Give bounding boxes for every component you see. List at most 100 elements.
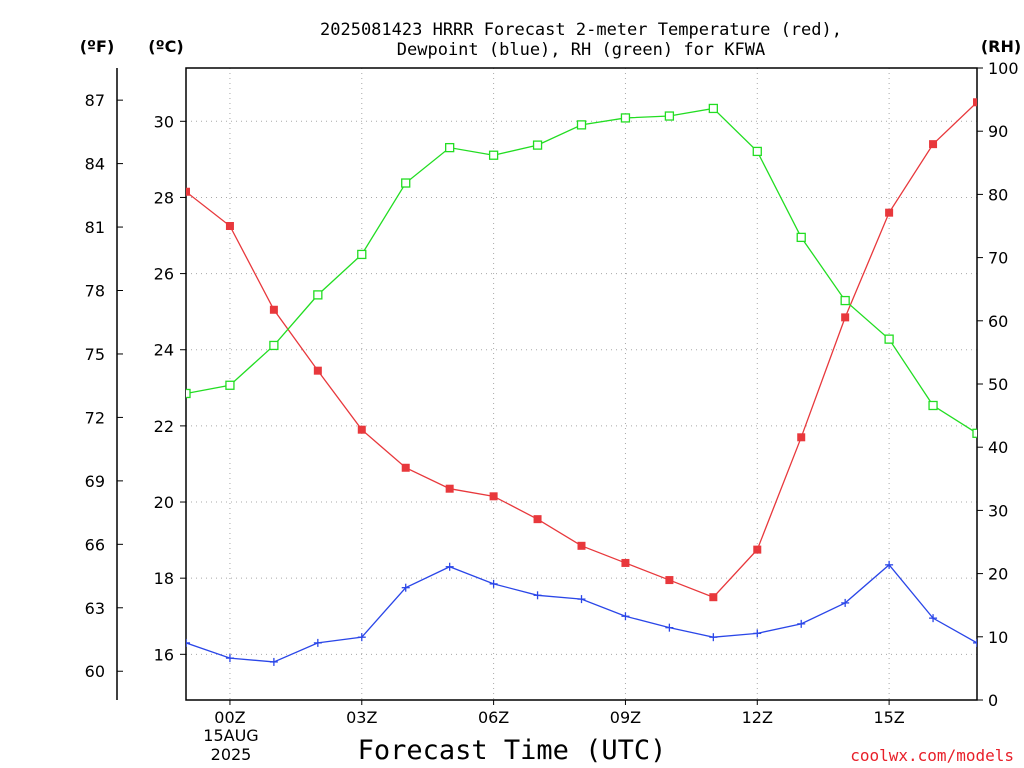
- temperature-point: [709, 593, 718, 602]
- dewpoint-point: [885, 560, 894, 569]
- dewpoint-point: [973, 638, 977, 647]
- series-layer: [186, 98, 977, 666]
- rh-tick-label: 60: [988, 312, 1008, 331]
- x-tick-label: 06Z: [478, 708, 509, 727]
- fahrenheit-tick-label: 66: [85, 535, 105, 554]
- dewpoint-point: [841, 598, 850, 607]
- celsius-tick-label: 26: [154, 265, 174, 284]
- x-tick-label: 09Z: [610, 708, 641, 727]
- rh-point: [576, 120, 587, 130]
- rh-point: [186, 388, 191, 399]
- rh-point: [620, 113, 631, 123]
- rh-unit-label: (RH): [981, 37, 1021, 56]
- temperature-point: [621, 558, 630, 567]
- fahrenheit-tick-label: 78: [85, 282, 105, 301]
- temperature-point: [313, 366, 322, 375]
- rh-tick-label: 30: [988, 501, 1008, 520]
- temperature-point: [885, 208, 894, 217]
- dewpoint-point: [186, 638, 190, 647]
- temperature-point: [973, 98, 977, 107]
- rh-tick-label: 10: [988, 628, 1008, 647]
- rh-point: [225, 380, 235, 390]
- rh-line: [186, 107, 977, 434]
- temperature-point: [797, 433, 806, 442]
- x-tick-label: 03Z: [346, 708, 377, 727]
- temperature-point: [401, 463, 410, 472]
- fahrenheit-tick-label: 81: [85, 218, 105, 237]
- dewpoint-point: [313, 638, 322, 647]
- dewpoint-point: [621, 612, 630, 621]
- temperature-point: [357, 425, 366, 434]
- rh-tick-label: 80: [988, 185, 1008, 204]
- dewpoint-point: [445, 562, 454, 571]
- celsius-tick-label: 28: [154, 188, 174, 207]
- temperature-point: [225, 222, 234, 230]
- fahrenheit-tick-label: 87: [85, 91, 105, 110]
- temperature-point: [269, 305, 278, 314]
- rh-point: [401, 178, 411, 188]
- dewpoint-point: [797, 619, 806, 628]
- dewpoint-point: [401, 583, 410, 592]
- temperature-point: [186, 187, 190, 196]
- rh-point: [884, 334, 894, 344]
- dewpoint-point: [753, 629, 762, 638]
- dewpoint-point: [357, 633, 366, 642]
- plot-frame: [185, 67, 978, 701]
- rh-point: [840, 295, 850, 306]
- rh-point: [752, 146, 762, 157]
- rh-tick-label: 50: [988, 375, 1008, 394]
- rh-tick-label: 70: [988, 249, 1008, 268]
- dewpoint-point: [929, 614, 938, 623]
- fahrenheit-tick-label: 63: [85, 599, 105, 618]
- rh-tick-label: 90: [988, 122, 1008, 141]
- temperature-point: [445, 484, 454, 493]
- fahrenheit-tick-label: 60: [85, 662, 105, 681]
- credit-text: coolwx.com/models: [850, 746, 1014, 765]
- grid-lines: [186, 68, 977, 700]
- dewpoint-line: [186, 563, 977, 663]
- temperature-point: [665, 576, 674, 585]
- temperature-point: [841, 313, 850, 322]
- dewpoint-point: [533, 591, 542, 600]
- rh-point: [488, 150, 499, 160]
- date-label-year: 2025: [211, 745, 252, 764]
- fahrenheit-tick-label: 84: [85, 155, 105, 174]
- x-tick-label: 00Z: [214, 708, 245, 727]
- dewpoint-point: [225, 654, 234, 663]
- celsius-unit-label: (ºC): [148, 37, 183, 56]
- date-label-day: 15AUG: [203, 726, 258, 745]
- rh-tick-label: 20: [988, 565, 1008, 584]
- rh-point: [796, 232, 806, 243]
- rh-point: [708, 103, 718, 114]
- x-tick-label: 15Z: [873, 708, 904, 727]
- fahrenheit-tick-label: 72: [85, 408, 105, 427]
- dewpoint-point: [269, 657, 278, 666]
- celsius-tick-label: 18: [154, 569, 174, 588]
- fahrenheit-tick-label: 69: [85, 472, 105, 491]
- fahrenheit-unit-label: (ºF): [80, 37, 115, 56]
- dewpoint-point: [577, 595, 586, 604]
- rh-point: [664, 111, 675, 121]
- dewpoint-point: [709, 633, 718, 642]
- chart-title-line2: Dewpoint (blue), RH (green) for KFWA: [397, 40, 765, 60]
- rh-tick-label: 0: [988, 691, 998, 710]
- x-tick-label: 12Z: [742, 708, 773, 727]
- dewpoint-point: [489, 579, 498, 588]
- celsius-tick-label: 16: [154, 645, 174, 664]
- axes: 00Z 03Z 06Z 09Z 12Z 15Z 16 18 20 22 24 26 28 30 60 63 66…: [85, 59, 1019, 727]
- temperature-point: [577, 541, 586, 550]
- rh-point: [313, 290, 323, 300]
- temperature-point: [489, 492, 498, 501]
- rh-point: [928, 400, 938, 411]
- temperature-point: [533, 515, 542, 524]
- chart-title-line1: 2025081423 HRRR Forecast 2-meter Tempera…: [320, 20, 842, 40]
- fahrenheit-tick-label: 75: [85, 345, 105, 364]
- rh-point: [972, 428, 977, 438]
- rh-tick-label: 100: [988, 59, 1019, 78]
- rh-tick-label: 40: [988, 438, 1008, 457]
- temperature-point: [753, 545, 762, 554]
- rh-point: [445, 142, 455, 153]
- dewpoint-point: [665, 623, 674, 632]
- rh-point: [269, 340, 279, 351]
